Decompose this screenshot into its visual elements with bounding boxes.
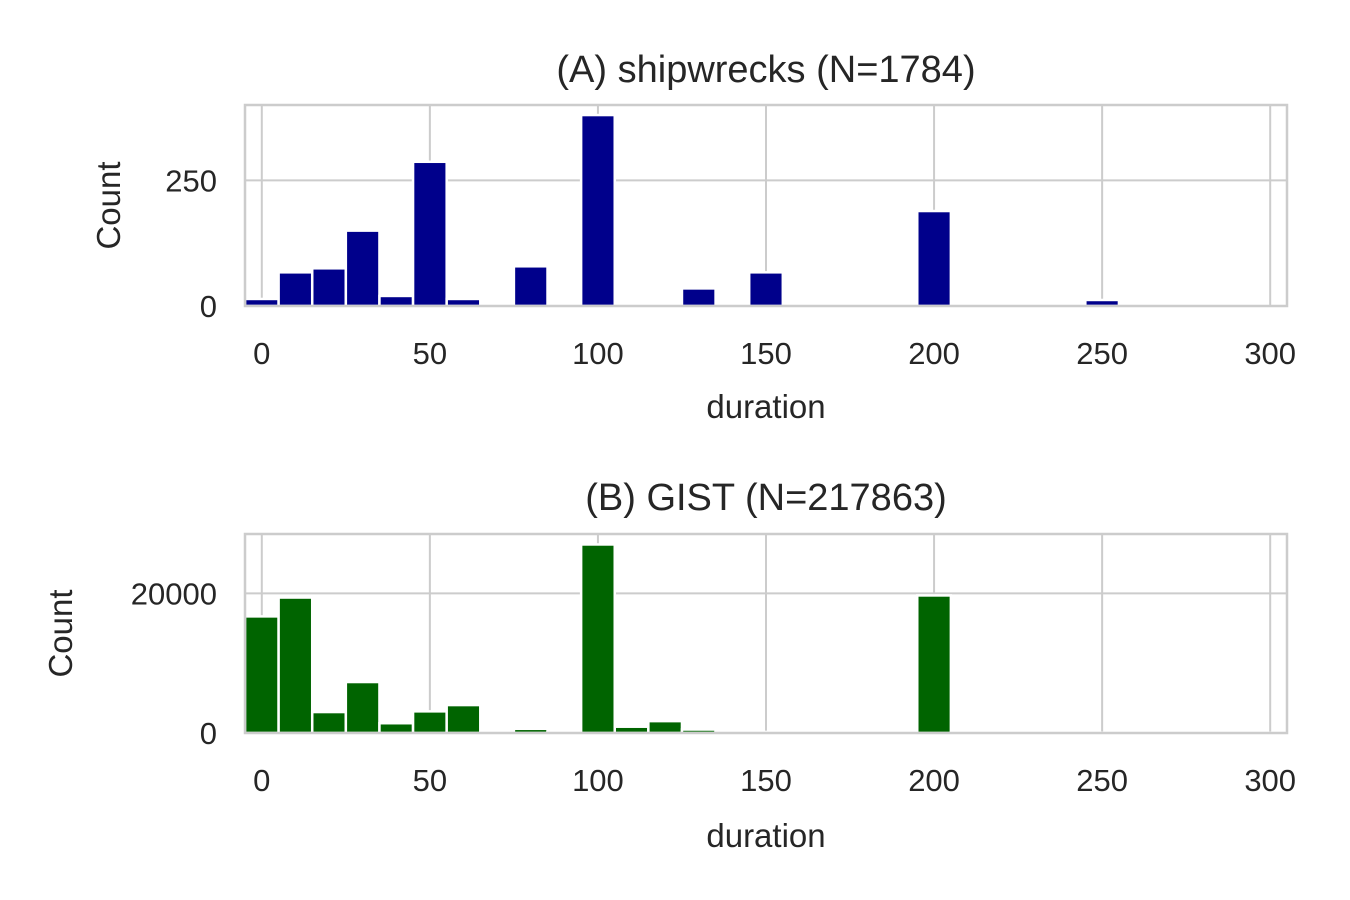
x-tick-label-b-0: 0 bbox=[253, 763, 270, 798]
histogram-bar-b-0 bbox=[243, 615, 280, 735]
y-tick-label-b-0: 0 bbox=[200, 716, 217, 751]
chart-title-a: (A) shipwrecks (N=1784) bbox=[556, 49, 975, 91]
histogram-bar-a-4 bbox=[378, 294, 415, 308]
x-tick-label-b-50: 50 bbox=[413, 763, 447, 798]
x-axis-label-b: duration bbox=[706, 817, 825, 854]
x-tick-label-a-0: 0 bbox=[253, 336, 270, 371]
histogram-bar-b-10 bbox=[579, 543, 616, 735]
histogram-bar-a-9 bbox=[680, 287, 717, 308]
y-tick-label-b-20000: 20000 bbox=[131, 576, 217, 611]
panel-a: 0 50 100 150 200 250 300 0 250 (A) shipwrecks (N=… bbox=[90, 49, 1296, 425]
y-tick-label-a-250: 250 bbox=[165, 163, 217, 198]
histogram-bar-b-6 bbox=[445, 703, 482, 735]
histogram-bar-a-3 bbox=[344, 229, 381, 308]
histogram-bar-a-8 bbox=[579, 113, 616, 308]
x-tick-label-b-300: 300 bbox=[1244, 763, 1296, 798]
histogram-bar-b-5 bbox=[411, 710, 448, 735]
x-tick-label-b-150: 150 bbox=[740, 763, 792, 798]
y-tick-label-a-0: 0 bbox=[200, 289, 217, 324]
y-axis-label-a: Count bbox=[90, 161, 127, 249]
x-tick-label-a-250: 250 bbox=[1076, 336, 1128, 371]
x-tick-label-a-50: 50 bbox=[413, 336, 447, 371]
histogram-bar-a-11 bbox=[916, 209, 953, 308]
panel-b: 0 50 100 150 200 250 300 0 20000 (B) GIST (N=2178… bbox=[42, 477, 1296, 854]
x-axis-label-a: duration bbox=[706, 388, 825, 425]
y-axis-label-b: Count bbox=[42, 589, 79, 677]
histogram-bar-b-20 bbox=[916, 594, 953, 735]
histogram-bar-b-1 bbox=[277, 596, 314, 735]
histogram-bar-a-5 bbox=[411, 160, 448, 308]
histogram-bar-b-2 bbox=[310, 710, 348, 735]
plot-frame-b bbox=[243, 532, 1289, 735]
chart-title-b: (B) GIST (N=217863) bbox=[585, 477, 947, 519]
x-tick-label-a-150: 150 bbox=[740, 336, 792, 371]
histogram-bar-b-12 bbox=[647, 719, 684, 735]
x-tick-label-a-300: 300 bbox=[1244, 336, 1296, 371]
x-tick-label-b-200: 200 bbox=[908, 763, 960, 798]
x-tick-label-a-100: 100 bbox=[572, 336, 624, 371]
x-tick-label-b-250: 250 bbox=[1076, 763, 1128, 798]
histogram-bar-b-4 bbox=[378, 721, 415, 735]
histogram-bar-a-7 bbox=[512, 265, 549, 308]
x-tick-label-b-100: 100 bbox=[572, 763, 624, 798]
plot-frame-a bbox=[243, 103, 1289, 308]
x-tick-label-a-200: 200 bbox=[908, 336, 960, 371]
histogram-bar-b-3 bbox=[344, 680, 381, 735]
histogram-bar-a-2 bbox=[310, 267, 348, 308]
histogram-bar-a-1 bbox=[277, 271, 314, 308]
histogram-bar-a-10 bbox=[747, 271, 785, 308]
